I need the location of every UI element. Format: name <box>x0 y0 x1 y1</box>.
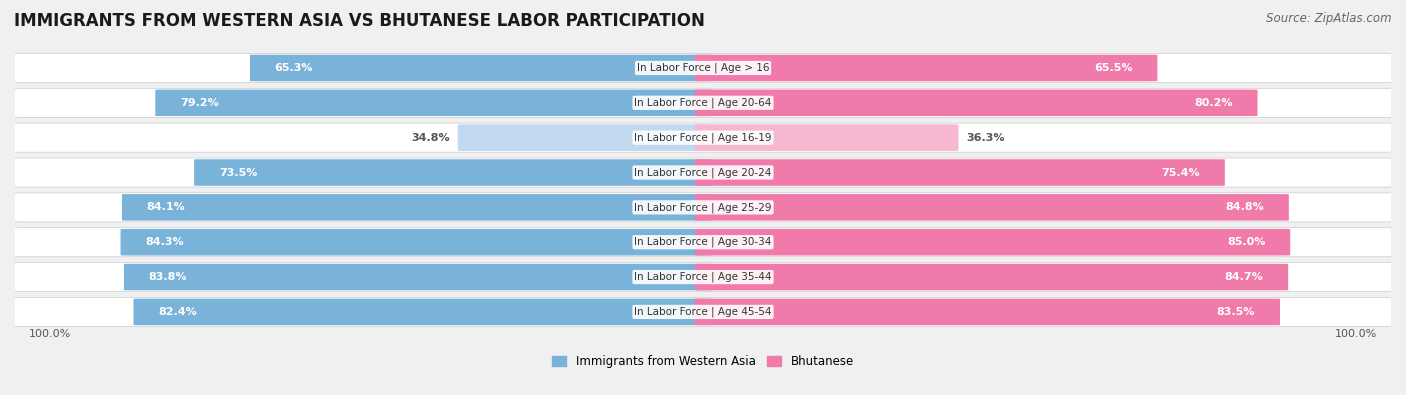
FancyBboxPatch shape <box>695 90 1257 116</box>
FancyBboxPatch shape <box>458 124 711 151</box>
Text: 34.8%: 34.8% <box>411 133 450 143</box>
Text: 65.3%: 65.3% <box>274 63 314 73</box>
Text: 75.4%: 75.4% <box>1161 167 1201 177</box>
Legend: Immigrants from Western Asia, Bhutanese: Immigrants from Western Asia, Bhutanese <box>553 355 853 368</box>
Text: 83.8%: 83.8% <box>149 272 187 282</box>
FancyBboxPatch shape <box>695 124 959 151</box>
FancyBboxPatch shape <box>6 263 1400 292</box>
Text: In Labor Force | Age 20-64: In Labor Force | Age 20-64 <box>634 98 772 108</box>
FancyBboxPatch shape <box>134 299 711 325</box>
Text: 79.2%: 79.2% <box>180 98 219 108</box>
FancyBboxPatch shape <box>695 299 1279 325</box>
FancyBboxPatch shape <box>250 55 711 81</box>
Text: 84.3%: 84.3% <box>145 237 184 247</box>
Text: 84.1%: 84.1% <box>146 202 186 213</box>
FancyBboxPatch shape <box>6 193 1400 222</box>
FancyBboxPatch shape <box>6 123 1400 152</box>
Text: 82.4%: 82.4% <box>159 307 197 317</box>
FancyBboxPatch shape <box>695 194 1289 221</box>
FancyBboxPatch shape <box>124 264 711 290</box>
FancyBboxPatch shape <box>194 159 711 186</box>
FancyBboxPatch shape <box>122 194 711 221</box>
Text: 100.0%: 100.0% <box>1334 329 1378 339</box>
Text: 83.5%: 83.5% <box>1216 307 1256 317</box>
FancyBboxPatch shape <box>155 90 711 116</box>
FancyBboxPatch shape <box>6 53 1400 83</box>
Text: In Labor Force | Age 45-54: In Labor Force | Age 45-54 <box>634 307 772 317</box>
FancyBboxPatch shape <box>695 229 1291 256</box>
Text: IMMIGRANTS FROM WESTERN ASIA VS BHUTANESE LABOR PARTICIPATION: IMMIGRANTS FROM WESTERN ASIA VS BHUTANES… <box>14 12 704 30</box>
Text: 80.2%: 80.2% <box>1194 98 1233 108</box>
FancyBboxPatch shape <box>695 264 1288 290</box>
Text: In Labor Force | Age 25-29: In Labor Force | Age 25-29 <box>634 202 772 213</box>
FancyBboxPatch shape <box>6 158 1400 187</box>
Text: Source: ZipAtlas.com: Source: ZipAtlas.com <box>1267 12 1392 25</box>
Text: In Labor Force | Age 16-19: In Labor Force | Age 16-19 <box>634 132 772 143</box>
Text: In Labor Force | Age > 16: In Labor Force | Age > 16 <box>637 63 769 73</box>
Text: In Labor Force | Age 30-34: In Labor Force | Age 30-34 <box>634 237 772 247</box>
Text: 73.5%: 73.5% <box>219 167 257 177</box>
Text: 65.5%: 65.5% <box>1094 63 1133 73</box>
Text: 84.8%: 84.8% <box>1225 202 1264 213</box>
FancyBboxPatch shape <box>695 55 1157 81</box>
Text: 84.7%: 84.7% <box>1225 272 1264 282</box>
FancyBboxPatch shape <box>121 229 711 256</box>
Text: 85.0%: 85.0% <box>1227 237 1265 247</box>
FancyBboxPatch shape <box>6 88 1400 117</box>
FancyBboxPatch shape <box>6 228 1400 257</box>
Text: In Labor Force | Age 20-24: In Labor Force | Age 20-24 <box>634 167 772 178</box>
Text: 100.0%: 100.0% <box>28 329 72 339</box>
Text: 36.3%: 36.3% <box>967 133 1005 143</box>
Text: In Labor Force | Age 35-44: In Labor Force | Age 35-44 <box>634 272 772 282</box>
FancyBboxPatch shape <box>6 297 1400 326</box>
FancyBboxPatch shape <box>695 159 1225 186</box>
